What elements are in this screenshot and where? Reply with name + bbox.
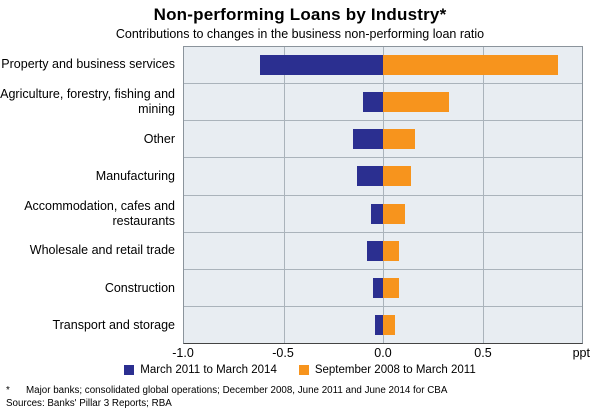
legend-item: September 2008 to March 2011: [298, 364, 476, 376]
sources-line: Sources: Banks' Pillar 3 Reports; RBA: [6, 397, 172, 409]
bar: [353, 129, 383, 150]
plot-area: [183, 46, 583, 344]
bar: [383, 314, 395, 335]
legend: March 2011 to March 2014 September 2008 …: [0, 364, 600, 376]
legend-swatch: [298, 365, 309, 375]
category-label: Property and business services: [1, 57, 175, 72]
x-tick-label: -1.0: [172, 346, 194, 360]
bar: [363, 92, 383, 113]
bar: [375, 314, 383, 335]
x-tick-label: 0.0: [374, 346, 392, 360]
x-tick-label: 0.5: [474, 346, 492, 360]
bar: [383, 92, 449, 113]
category-label: Wholesale and retail trade: [29, 243, 175, 258]
legend-label: September 2008 to March 2011: [314, 364, 476, 376]
bar-chart: Property and business services Agricultur…: [0, 46, 600, 344]
bar: [357, 166, 383, 187]
bar-row: [184, 84, 582, 122]
bar: [383, 166, 411, 187]
bar: [383, 203, 405, 224]
chart-title: Non-performing Loans by Industry*: [153, 5, 447, 24]
bar-row: [184, 270, 582, 307]
bar-row: [184, 121, 582, 159]
bar: [371, 203, 383, 224]
bar-row: [184, 47, 582, 85]
category-label: Transport and storage: [52, 317, 175, 332]
x-axis: ppt -1.0 -0.5 0.0 0.5: [172, 346, 590, 362]
bar: [383, 277, 399, 298]
footnote-asterisk: *: [6, 385, 10, 396]
footnote-line: * Major banks; consolidated global opera…: [6, 385, 594, 398]
axis-unit-label: ppt: [572, 346, 590, 360]
bar: [383, 240, 399, 261]
legend-swatch: [124, 365, 135, 375]
bar-row: [184, 233, 582, 270]
legend-label: March 2011 to March 2014: [140, 364, 277, 376]
x-tick-label: -0.5: [272, 346, 294, 360]
legend-item: March 2011 to March 2014: [124, 364, 277, 376]
category-label: Manufacturing: [95, 168, 175, 183]
bar-row: [184, 196, 582, 233]
category-label: Construction: [104, 280, 175, 295]
category-label: Agriculture, forestry, fishing and minin…: [0, 86, 175, 116]
category-label: Accommodation, cafes and restaurants: [24, 198, 175, 228]
bar-row: [184, 158, 582, 196]
category-label: Other: [143, 131, 175, 146]
bar: [383, 129, 415, 150]
footnotes: * Major banks; consolidated global opera…: [6, 385, 594, 410]
chart-subtitle: Contributions to changes in the business…: [115, 27, 485, 41]
bar: [259, 55, 383, 76]
bar: [383, 55, 559, 76]
bar-row: [184, 307, 582, 343]
category-labels: Property and business services Agricultur…: [0, 46, 183, 344]
bar: [373, 277, 383, 298]
bar-rows: [184, 47, 582, 343]
footnote-text: Major banks; consolidated global operati…: [26, 385, 448, 396]
bar: [367, 240, 383, 261]
